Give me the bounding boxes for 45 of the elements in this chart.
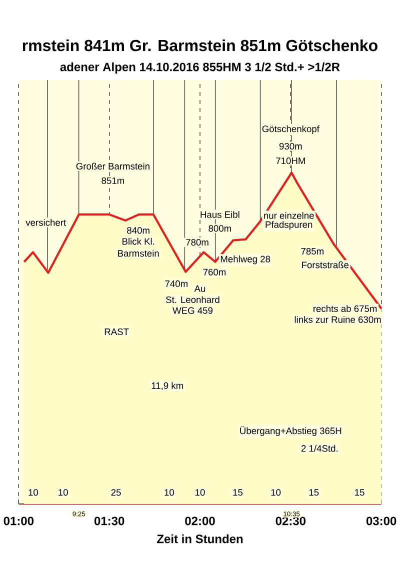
- annotation: 840m: [127, 227, 150, 234]
- annotation: Mehlweg 28: [220, 256, 270, 264]
- annotation: 15: [355, 489, 364, 496]
- annotation: rechts ab 675m: [314, 305, 377, 312]
- annotation: RAST: [104, 328, 129, 336]
- annotation: Blick Kl.: [122, 238, 154, 245]
- annotation: links zur Ruine 630m: [294, 316, 381, 323]
- annotation: 10: [164, 489, 174, 496]
- chart-title: rmstein 841m Gr. Barmstein 851m Götschenko: [22, 39, 378, 52]
- annotation: 2 1/4Std.: [301, 444, 338, 452]
- annotation: Übergang+Abstieg 365H: [240, 426, 342, 436]
- annotation: 15: [309, 489, 319, 496]
- annotation: Forststraße: [302, 261, 349, 268]
- annotation: 11,9 km: [152, 382, 183, 390]
- annotation: 710HM: [276, 158, 305, 164]
- x-tick-label: 01:30: [94, 516, 124, 526]
- annotation: 10: [196, 489, 205, 496]
- annotation: St. Leonhard: [166, 296, 220, 304]
- annotation: 930m: [279, 142, 302, 150]
- chart-subtitle: adener Alpen 14.10.2016 855HM 3 1/2 Std.+ >1/2R: [60, 62, 340, 74]
- annotation: Haus Eibl: [200, 211, 240, 218]
- annotation: 10: [58, 489, 68, 496]
- annotation: 780m: [186, 239, 208, 246]
- x-tick-label: 01:00: [4, 516, 34, 526]
- annotation: 10: [28, 489, 38, 496]
- annotation: Barmstein: [118, 250, 159, 257]
- annotation: versichert: [26, 219, 66, 226]
- annotation: nur einzelne: [264, 212, 314, 219]
- annotation: 851m: [102, 177, 124, 184]
- annotation: 25: [111, 489, 121, 496]
- annotation: WEG 459: [172, 307, 213, 314]
- x-tick-label: 03:00: [366, 516, 396, 526]
- text: Großer Barmstein: [76, 162, 150, 170]
- annotation: 740m: [165, 280, 188, 288]
- annotation: 785m: [301, 248, 324, 255]
- annotation: 15: [233, 489, 243, 496]
- x-axis-title: Zeit in Stunden: [157, 534, 243, 544]
- annotation: Götschenkopf: [262, 125, 320, 134]
- annotation: 760m: [203, 268, 226, 276]
- annotation: Au: [194, 285, 206, 292]
- annotation: 10: [271, 489, 281, 496]
- x-tick-label: 02:30: [276, 516, 306, 526]
- x-tick-label: 02:00: [185, 516, 215, 526]
- annotation: 800m: [208, 225, 231, 232]
- annotation: Pfadspuren: [266, 221, 312, 230]
